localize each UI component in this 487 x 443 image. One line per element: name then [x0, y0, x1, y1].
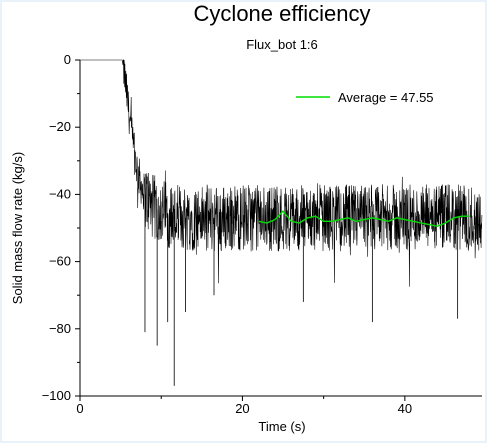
y-tick-label: −40: [49, 186, 71, 201]
y-tick-label: −80: [49, 321, 71, 336]
y-tick-label: −60: [49, 254, 71, 269]
chart-title: Cyclone efficiency: [194, 1, 371, 26]
x-tick-label: 0: [76, 401, 83, 416]
y-tick-label: −100: [42, 388, 71, 403]
plot-area: 0 −20 −40 −60 −80 −100 0 20 40 Average = 47.55: [42, 52, 483, 416]
y-tick-label: −20: [49, 119, 71, 134]
x-tick-label: 20: [235, 401, 249, 416]
average-series-line: [258, 210, 470, 228]
legend-label-average: Average = 47.55: [338, 90, 434, 105]
y-tick-label: 0: [64, 52, 71, 67]
chart-subtitle: Flux_bot 1:6: [246, 37, 318, 52]
flow-rate-series-line: [80, 58, 483, 287]
x-tick-label: 40: [398, 401, 412, 416]
y-axis-label: Solid mass flow rate (kg/s): [10, 152, 25, 304]
x-axis-label: Time (s): [258, 419, 305, 434]
